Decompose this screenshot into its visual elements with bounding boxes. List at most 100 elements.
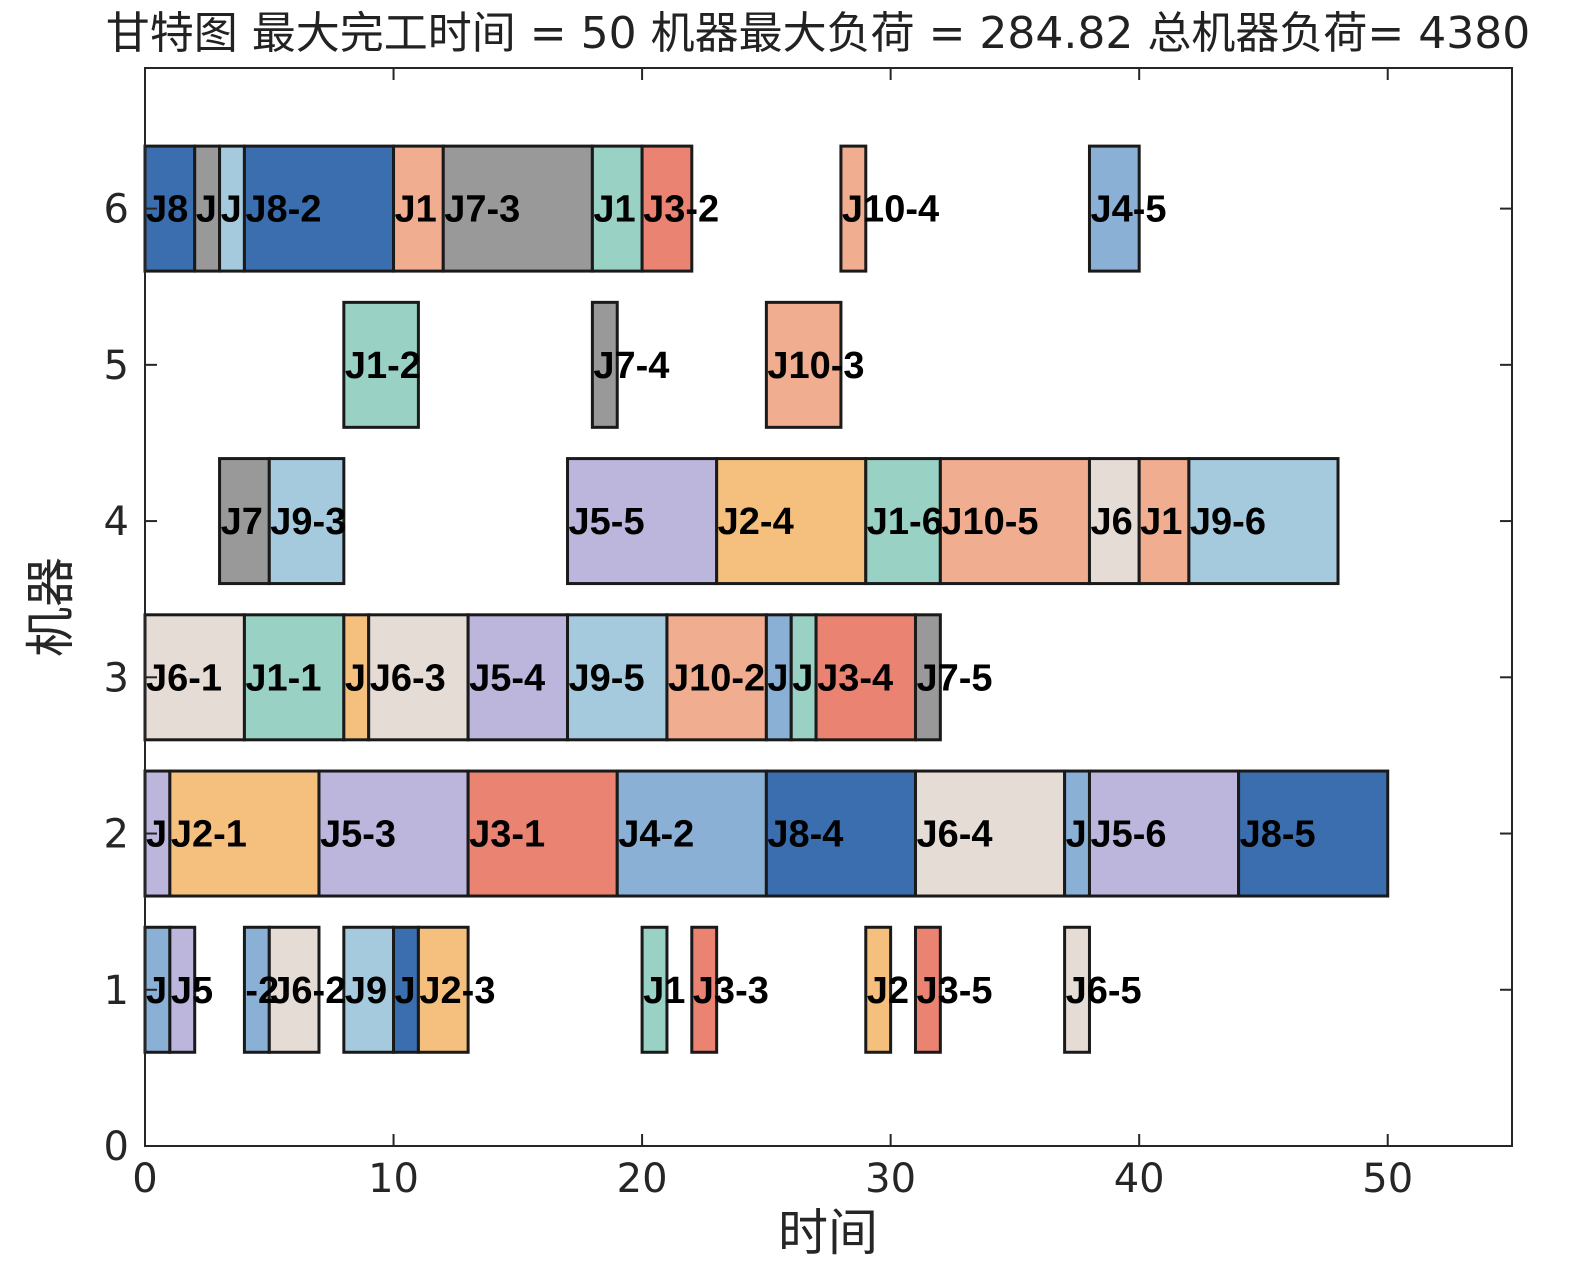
gantt-bar-label: J3-1 bbox=[469, 814, 545, 856]
gantt-bar bbox=[615, 769, 768, 898]
gantt-bar-label: J3-4 bbox=[817, 657, 893, 699]
y-tick-label: 3 bbox=[104, 655, 129, 701]
gantt-bar bbox=[640, 925, 669, 1054]
gantt-bar bbox=[168, 925, 197, 1054]
gantt-bar bbox=[267, 925, 321, 1054]
gantt-bar bbox=[1237, 769, 1390, 898]
gantt-bar bbox=[1087, 144, 1141, 273]
gantt-bar-label: J9-6 bbox=[1190, 501, 1266, 543]
gantt-bar-label: J2-3 bbox=[419, 970, 495, 1012]
gantt-bar-label: J5-3 bbox=[320, 814, 396, 856]
gantt-bar-label: -2 bbox=[245, 970, 279, 1012]
gantt-bar-label: J8-5 bbox=[1240, 814, 1316, 856]
gantt-bar-label: J2-4 bbox=[718, 501, 794, 543]
y-tick-label: 1 bbox=[104, 968, 129, 1014]
gantt-bar-label: J8-2 bbox=[245, 189, 321, 231]
gantt-bar bbox=[168, 769, 321, 898]
gantt-bar-label: J7-4 bbox=[593, 345, 669, 387]
gantt-bar-label: J3-3 bbox=[693, 970, 769, 1012]
gantt-bar bbox=[764, 300, 843, 429]
gantt-bar-label: J1 bbox=[643, 970, 685, 1012]
gantt-bar-label: J3-2 bbox=[643, 189, 719, 231]
gantt-bar bbox=[218, 457, 271, 586]
y-tick-label: 5 bbox=[104, 343, 129, 389]
gantt-bar bbox=[764, 613, 793, 742]
gantt-bar bbox=[665, 613, 768, 742]
gantt-bar-label: J1 bbox=[593, 189, 635, 231]
gantt-bar bbox=[839, 144, 868, 273]
gantt-bar bbox=[416, 925, 470, 1054]
gantt-bar-label: J4-2 bbox=[618, 814, 694, 856]
gantt-bar bbox=[1187, 457, 1340, 586]
gantt-bar-label: J1-6 bbox=[867, 501, 943, 543]
gantt-bar bbox=[566, 457, 719, 586]
y-tick-label: 2 bbox=[104, 812, 129, 858]
gantt-bar-label: J6-1 bbox=[146, 657, 222, 699]
gantt-bar bbox=[1137, 457, 1191, 586]
gantt-bar bbox=[1063, 925, 1091, 1054]
x-tick-label: 20 bbox=[617, 1156, 668, 1202]
axis-ticks: 0 10 20 30 40 50 0 1 2 3 4 5 6 bbox=[104, 68, 1512, 1202]
gantt-bar-label: J bbox=[1066, 814, 1087, 856]
gantt-bar-label: J5-6 bbox=[1090, 814, 1166, 856]
bars-layer bbox=[143, 144, 1390, 1054]
gantt-bar bbox=[938, 457, 1091, 586]
gantt-bar-label: J5-4 bbox=[469, 657, 545, 699]
gantt-bar-label: J1-1 bbox=[245, 657, 321, 699]
gantt-bar-label: J10-4 bbox=[842, 189, 939, 231]
gantt-bar bbox=[764, 769, 917, 898]
gantt-bar-label: J2-1 bbox=[171, 814, 247, 856]
gantt-bar-label: J1 bbox=[395, 189, 437, 231]
gantt-bar bbox=[193, 144, 222, 273]
bar-labels-layer: J8 J J J8-2 J1 J7-3 J1 J3-2 J10-4 J4-5J1-2 J7-4 J10… bbox=[146, 189, 1316, 1012]
gantt-bar-label: J9-3 bbox=[270, 501, 346, 543]
gantt-bar-label: J10-5 bbox=[941, 501, 1038, 543]
gantt-bar bbox=[913, 613, 942, 742]
gantt-bar bbox=[143, 613, 246, 742]
gantt-bar bbox=[640, 144, 694, 273]
y-axis-label: 机器 bbox=[22, 557, 80, 657]
gantt-bar bbox=[392, 144, 445, 273]
gantt-bar bbox=[342, 613, 371, 742]
gantt-bar-label: J6-3 bbox=[370, 657, 446, 699]
gantt-bar-label: J3-5 bbox=[916, 970, 992, 1012]
gantt-bar bbox=[342, 300, 420, 429]
chart-title: 甘特图 最大完工时间 = 50 机器最大负荷 = 284.82 总机器负荷= 4… bbox=[106, 8, 1530, 59]
gantt-bar-label: J2 bbox=[867, 970, 909, 1012]
gantt-bar bbox=[690, 925, 719, 1054]
gantt-bar-label: J7-5 bbox=[916, 657, 992, 699]
gantt-bar-label: J7-3 bbox=[444, 189, 520, 231]
gantt-bar-label: J bbox=[767, 657, 788, 699]
gantt-bar-label: J bbox=[196, 189, 217, 231]
gantt-bar-label: J6-4 bbox=[916, 814, 992, 856]
gantt-bar bbox=[267, 457, 346, 586]
gantt-bar-label: J5-5 bbox=[569, 501, 645, 543]
gantt-bar-label: J bbox=[345, 657, 366, 699]
y-tick-label: 0 bbox=[104, 1124, 129, 1170]
gantt-bar bbox=[367, 613, 470, 742]
gantt-bar bbox=[864, 925, 893, 1054]
x-tick-label: 10 bbox=[368, 1156, 419, 1202]
gantt-bar bbox=[590, 300, 619, 429]
gantt-bar bbox=[441, 144, 594, 273]
gantt-bar-label: J8-4 bbox=[767, 814, 843, 856]
gantt-bar bbox=[715, 457, 868, 586]
gantt-bar bbox=[218, 144, 246, 273]
gantt-bar-label: J9 bbox=[345, 970, 387, 1012]
gantt-bar bbox=[913, 925, 942, 1054]
x-tick-label: 50 bbox=[1362, 1156, 1413, 1202]
gantt-bar-label: J1 bbox=[1140, 501, 1182, 543]
x-tick-label: 40 bbox=[1114, 1156, 1165, 1202]
y-tick-label: 4 bbox=[104, 499, 129, 545]
gantt-bar bbox=[342, 925, 396, 1054]
plot-frame bbox=[144, 67, 1513, 1147]
y-tick-label: 6 bbox=[104, 187, 129, 233]
gantt-bar-label: J bbox=[221, 189, 242, 231]
gantt-bar-label: J6-2 bbox=[270, 970, 346, 1012]
gantt-bar-label: J6 bbox=[1090, 501, 1132, 543]
gantt-bar-label: J bbox=[792, 657, 813, 699]
gantt-bar-label: J6-5 bbox=[1066, 970, 1142, 1012]
gantt-bar-label: J4-5 bbox=[1090, 189, 1166, 231]
x-tick-label: 30 bbox=[865, 1156, 916, 1202]
